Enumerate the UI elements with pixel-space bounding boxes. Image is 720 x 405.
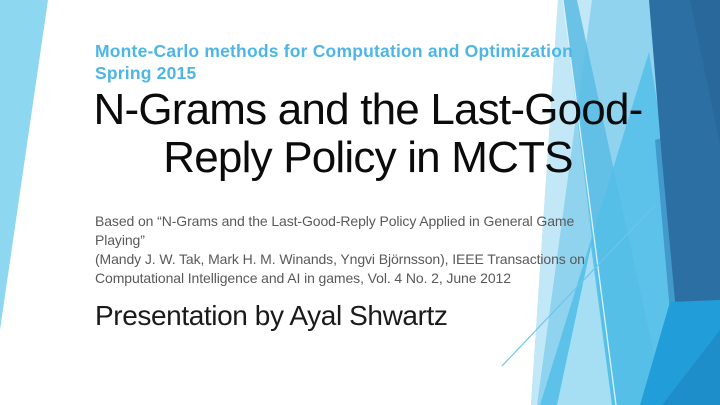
facet-edge-line-vertical — [562, 0, 617, 405]
course-header: Monte-Carlo methods for Computation and … — [95, 40, 573, 84]
reference-line2: (Mandy J. W. Tak, Mark H. M. Winands, Yn… — [95, 251, 585, 267]
right-facet-light-wedge — [557, 246, 612, 405]
course-header-line1: Monte-Carlo methods for Computation and … — [95, 41, 574, 61]
slide-title-line2: Reply Policy in MCTS — [163, 133, 573, 182]
reference-line1: Based on “N-Grams and the Last-Good-Repl… — [95, 213, 575, 248]
left-corner-triangle — [0, 0, 48, 330]
course-header-line2: Spring 2015 — [95, 63, 197, 83]
right-facet-navy-band — [649, 0, 720, 333]
reference-line3: Computational Intelligence and AI in gam… — [95, 270, 511, 286]
slide-title-line1: N-Grams and the Last-Good- — [93, 85, 644, 134]
slide-title: N-Grams and the Last-Good- Reply Policy … — [36, 86, 700, 182]
right-facet-bottom-corner — [662, 330, 720, 405]
right-facet-navy-corner — [690, 0, 720, 145]
facet-edge-line-diagonal — [501, 204, 656, 367]
presenter-credit: Presentation by Ayal Shwartz — [95, 300, 448, 331]
reference-citation: Based on “N-Grams and the Last-Good-Repl… — [95, 212, 595, 288]
